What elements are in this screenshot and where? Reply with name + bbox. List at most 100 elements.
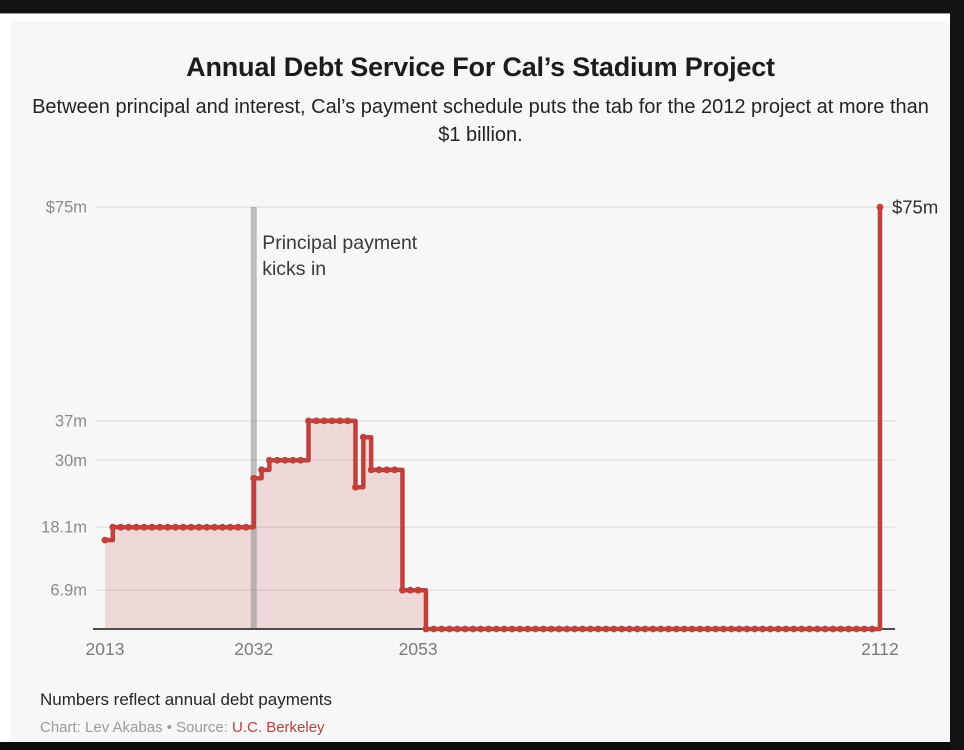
data-point-dot — [539, 625, 547, 633]
y-tick-label: 18.1m — [41, 519, 87, 537]
data-point-dot — [829, 625, 837, 633]
x-tick-label: 2032 — [234, 639, 273, 659]
data-point-dot — [211, 523, 218, 531]
data-point-dot — [571, 625, 579, 633]
data-point-dot — [782, 625, 790, 633]
data-point-dot — [579, 625, 586, 633]
letterbox-right-bar — [950, 13, 964, 750]
data-point-dot — [117, 523, 125, 531]
data-point-dot — [696, 625, 704, 633]
data-point-dot — [790, 625, 798, 633]
data-point-dot — [359, 433, 367, 441]
data-point-dot — [399, 586, 406, 594]
data-point-dot — [391, 466, 399, 474]
data-point-dot — [500, 625, 508, 633]
data-point-dot — [712, 625, 719, 633]
data-point-dot — [751, 625, 759, 633]
data-point-dot — [273, 456, 281, 464]
data-point-dot — [414, 586, 422, 594]
data-point-dot — [845, 625, 853, 633]
data-point-dot — [258, 466, 265, 474]
data-point-dot — [657, 625, 665, 633]
data-point-dot — [219, 523, 226, 531]
data-point-dot — [203, 523, 211, 531]
data-point-dot — [516, 625, 524, 633]
data-point-dot — [688, 625, 696, 633]
data-point-dot — [704, 625, 712, 633]
x-tick-label: 2013 — [86, 639, 125, 659]
data-point-dot — [226, 523, 234, 531]
data-point-dot — [821, 625, 829, 633]
data-point-dot — [813, 625, 821, 633]
data-point-dot — [179, 523, 187, 531]
data-point-dot — [242, 523, 250, 531]
data-point-dot — [876, 203, 884, 211]
data-point-dot — [547, 625, 555, 633]
data-point-dot — [320, 417, 328, 425]
data-point-dot — [555, 625, 563, 633]
data-point-dot — [720, 625, 727, 633]
data-point-dot — [422, 625, 430, 633]
data-point-dot — [493, 625, 500, 633]
area-fill — [105, 207, 880, 629]
y-tick-label: $75m — [46, 199, 87, 217]
y-tick-label: 37m — [55, 412, 87, 430]
spike-value-label: $75m — [892, 197, 938, 218]
data-point-dot — [148, 523, 156, 531]
data-point-dot — [367, 466, 375, 474]
data-point-dot — [860, 625, 868, 633]
data-point-dot — [485, 625, 492, 633]
data-point-dot — [132, 523, 140, 531]
data-point-dot — [665, 625, 673, 633]
data-point-dot — [125, 523, 132, 531]
data-point-dot — [798, 625, 806, 633]
chart-footnote: Numbers reflect annual debt payments — [40, 690, 332, 709]
data-point-dot — [610, 625, 618, 633]
data-point-dot — [375, 466, 383, 474]
data-point-dot — [673, 625, 680, 633]
data-point-dot — [524, 625, 532, 633]
data-point-dot — [743, 625, 751, 633]
data-point-dot — [328, 417, 336, 425]
data-point-dot — [305, 417, 312, 425]
data-point-dot — [336, 417, 344, 425]
data-point-dot — [532, 625, 539, 633]
data-point-dot — [438, 625, 446, 633]
data-point-dot — [727, 625, 735, 633]
data-point-dot — [187, 523, 195, 531]
data-point-dot — [352, 483, 359, 491]
data-point-dot — [312, 417, 320, 425]
data-point-dot — [477, 625, 485, 633]
data-point-dot — [618, 625, 626, 633]
chart-credit: Chart: Lev Akabas • Source: U.C. Berkele… — [40, 719, 325, 736]
data-point-dot — [766, 625, 774, 633]
data-point-dot — [406, 586, 414, 594]
y-tick-label: 6.9m — [50, 582, 87, 600]
principal-vline-bar — [250, 207, 257, 629]
data-point-dot — [265, 456, 273, 464]
data-point-dot — [602, 625, 610, 633]
data-point-dot — [680, 625, 688, 633]
data-point-dot — [508, 625, 516, 633]
data-point-dot — [563, 625, 571, 633]
data-point-dot — [453, 625, 461, 633]
data-point-dot — [735, 625, 743, 633]
data-point-dot — [344, 417, 352, 425]
data-point-dot — [837, 625, 845, 633]
data-point-dot — [172, 523, 179, 531]
data-point-dot — [586, 625, 594, 633]
data-point-dot — [461, 625, 469, 633]
data-point-dot — [195, 523, 203, 531]
data-point-dot — [234, 523, 242, 531]
data-point-dot — [297, 456, 305, 464]
source-link[interactable]: U.C. Berkeley — [232, 719, 325, 736]
data-point-dot — [649, 625, 657, 633]
data-point-dot — [101, 536, 109, 544]
y-tick-label: 30m — [55, 452, 87, 470]
principal-annotation: Principal payment — [262, 232, 418, 254]
data-point-dot — [469, 625, 477, 633]
data-point-dot — [383, 466, 391, 474]
data-point-dot — [774, 625, 782, 633]
credit-prefix: Chart: Lev Akabas • Source: — [40, 719, 233, 736]
letterbox-top-bar — [0, 0, 964, 14]
